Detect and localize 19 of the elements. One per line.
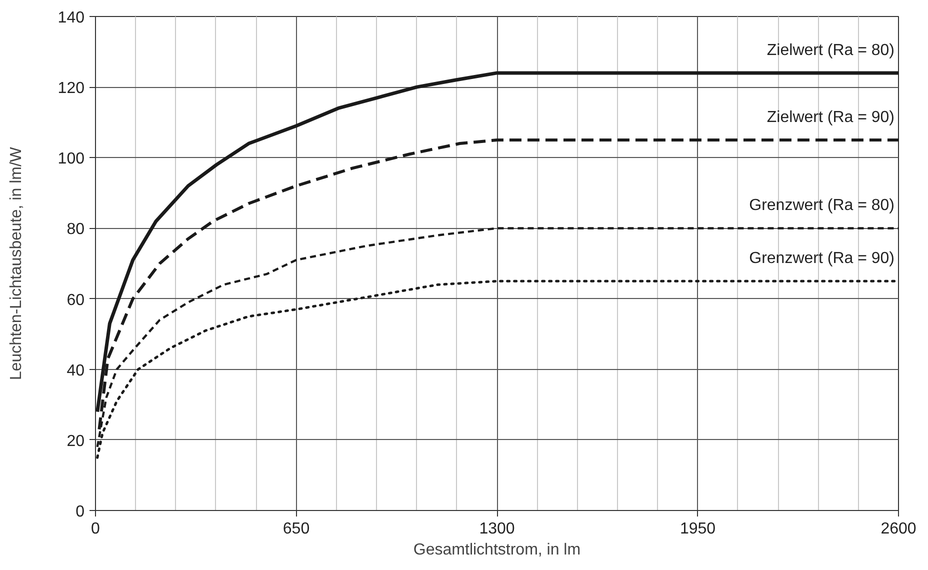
y-tick-label: 60 <box>66 292 85 309</box>
y-axis-title: Leuchten-Lichtausbeute, in lm/W <box>8 146 25 380</box>
x-tick-label: 1300 <box>479 520 515 538</box>
series-label: Zielwert (Ra = 80) <box>766 42 894 59</box>
y-tick-label: 120 <box>58 80 85 98</box>
series-label: Zielwert (Ra = 90) <box>766 109 894 126</box>
y-tick-label: 20 <box>66 432 85 450</box>
x-tick-label: 1950 <box>680 520 716 538</box>
series-label: Grenzwert (Ra = 80) <box>749 197 895 214</box>
y-tick-label: 80 <box>66 221 85 238</box>
y-tick-label: 0 <box>76 504 85 520</box>
x-tick-label: 2600 <box>880 520 916 538</box>
x-tick-label: 650 <box>282 520 310 538</box>
y-tick-label: 40 <box>66 362 85 380</box>
y-tick-label: 100 <box>58 150 85 168</box>
x-axis-title: Gesamtlichtstrom, in lm <box>413 542 581 558</box>
series-label: Grenzwert (Ra = 90) <box>749 250 895 268</box>
x-tick-label: 0 <box>91 520 100 538</box>
y-tick-label: 140 <box>58 10 85 26</box>
